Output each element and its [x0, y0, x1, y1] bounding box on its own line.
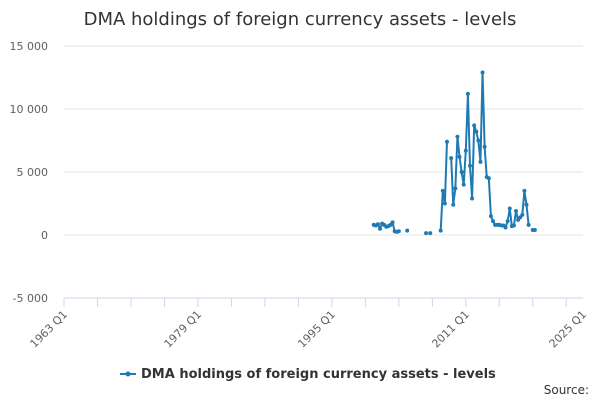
data-point[interactable] — [396, 229, 401, 234]
data-point[interactable] — [449, 156, 454, 161]
data-point[interactable] — [405, 228, 410, 233]
legend-label: DMA holdings of foreign currency assets … — [141, 367, 496, 382]
legend-point-marker — [125, 371, 131, 377]
data-point[interactable] — [474, 129, 479, 134]
y-tick-label: -5 000 — [13, 292, 48, 305]
data-point[interactable] — [520, 212, 525, 217]
y-tick-label: 10 000 — [10, 103, 49, 116]
data-point[interactable] — [522, 188, 527, 193]
data-point[interactable] — [491, 219, 496, 224]
x-axis: 1963 Q1 1979 Q1 1995 Q1 2011 Q1 2025 Q1 — [28, 297, 590, 351]
x-tick-label: 2025 Q1 — [547, 308, 590, 351]
data-point[interactable] — [463, 148, 468, 153]
data-point[interactable] — [503, 225, 508, 230]
data-point[interactable] — [478, 159, 483, 164]
x-tick-label: 1995 Q1 — [295, 308, 338, 351]
data-point[interactable] — [476, 138, 481, 143]
data-point[interactable] — [472, 123, 477, 128]
y-tick-label: 5 000 — [17, 166, 49, 179]
data-point[interactable] — [511, 223, 516, 228]
x-tick-label: 2011 Q1 — [429, 308, 472, 351]
y-tick-label: 15 000 — [10, 40, 49, 53]
data-point[interactable] — [390, 220, 395, 225]
data-point[interactable] — [505, 219, 510, 224]
chart-title: DMA holdings of foreign currency assets … — [84, 9, 517, 30]
x-tick-label: 1979 Q1 — [162, 308, 205, 351]
x-tick-label: 1963 Q1 — [28, 308, 71, 351]
data-point[interactable] — [440, 188, 445, 193]
grid-lines — [64, 45, 583, 299]
data-point[interactable] — [438, 228, 443, 233]
data-point[interactable] — [514, 209, 519, 214]
data-point[interactable] — [444, 139, 449, 144]
data-point[interactable] — [378, 226, 383, 231]
data-point[interactable] — [488, 214, 493, 219]
data-point[interactable] — [451, 202, 456, 207]
data-point[interactable] — [459, 170, 464, 174]
data-point[interactable] — [486, 176, 491, 181]
data-point[interactable] — [442, 201, 447, 206]
data-point[interactable] — [375, 222, 380, 227]
source-label: Source: — [544, 383, 589, 397]
data-point[interactable] — [467, 163, 472, 168]
data-point[interactable] — [455, 134, 460, 139]
legend[interactable]: DMA holdings of foreign currency assets … — [120, 367, 496, 382]
data-point[interactable] — [507, 206, 512, 211]
data-point[interactable] — [532, 227, 537, 232]
data-point[interactable] — [424, 231, 429, 236]
data-point[interactable] — [480, 70, 485, 75]
data-point[interactable] — [524, 202, 529, 207]
series-layer — [371, 70, 537, 236]
data-point[interactable] — [526, 222, 531, 227]
data-point[interactable] — [465, 91, 470, 96]
y-axis-ticks: -5 000 0 5 000 10 000 15 000 — [10, 40, 49, 305]
data-point[interactable] — [453, 186, 458, 191]
data-point[interactable] — [428, 231, 433, 236]
data-point[interactable] — [461, 182, 466, 187]
data-point[interactable] — [457, 154, 462, 159]
data-point[interactable] — [482, 144, 487, 149]
y-tick-label: 0 — [41, 229, 48, 242]
data-point[interactable] — [470, 196, 475, 201]
